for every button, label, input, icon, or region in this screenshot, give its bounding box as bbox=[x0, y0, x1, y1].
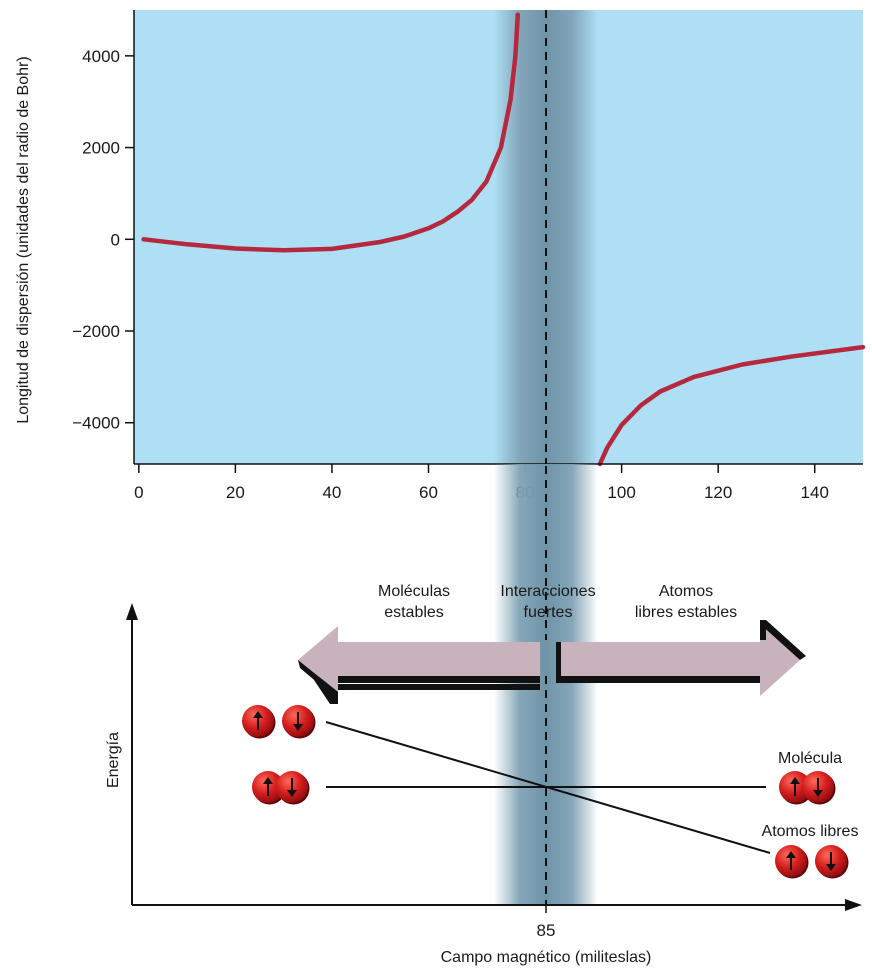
center-label-2: fuertes bbox=[524, 604, 573, 621]
field-axis-label: Campo magnético (militeslas) bbox=[441, 949, 652, 966]
x-tick-label: 0 bbox=[134, 483, 143, 502]
atom-up bbox=[242, 705, 276, 739]
left-arrow-label-2: estables bbox=[384, 604, 444, 621]
scattering-length-curves bbox=[141, 12, 866, 467]
energy-axis-label: Energía bbox=[105, 732, 122, 788]
curve-branch-2 bbox=[597, 344, 866, 467]
field-axis-arrowhead bbox=[845, 899, 862, 911]
molecule-atom-down bbox=[276, 771, 310, 805]
left-arrow-label-1: Moléculas bbox=[378, 583, 450, 600]
x-tick-label: 20 bbox=[226, 483, 245, 502]
right-arrow-label-1: Atomos bbox=[659, 583, 713, 600]
right-arrow bbox=[556, 620, 806, 696]
y-axis-label: Longitud de dispersión (unidades del rad… bbox=[15, 56, 32, 423]
atom-down bbox=[815, 845, 849, 879]
x-tick-label: 40 bbox=[322, 483, 341, 502]
y-ticks: −4000 −2000 0 2000 4000 bbox=[72, 47, 134, 433]
right-arrow-label-2: libres estables bbox=[635, 604, 737, 621]
x-ticks: 020406080100120140 bbox=[134, 464, 829, 502]
atoms bbox=[242, 705, 849, 879]
left-arrow bbox=[298, 626, 540, 704]
x-tick-label: 120 bbox=[704, 483, 732, 502]
curve-branch-1 bbox=[141, 12, 521, 253]
x-tick-label: 100 bbox=[607, 483, 635, 502]
x-tick-label: 60 bbox=[419, 483, 438, 502]
x-tick-label: 140 bbox=[801, 483, 829, 502]
energy-axis-arrowhead bbox=[126, 603, 138, 620]
y-tick-label: 0 bbox=[111, 230, 120, 249]
atom-down bbox=[282, 705, 316, 739]
free-atoms-label: Atomos libres bbox=[762, 823, 859, 840]
center-label-1: Interacciones bbox=[500, 583, 595, 600]
field-marker-label: 85 bbox=[537, 921, 556, 940]
y-tick-label: 4000 bbox=[82, 47, 120, 66]
y-tick-label: −4000 bbox=[72, 414, 120, 433]
y-tick-label: 2000 bbox=[82, 139, 120, 158]
atom-up bbox=[775, 845, 809, 879]
molecule-label: Molécula bbox=[778, 750, 842, 767]
y-tick-label: −2000 bbox=[72, 322, 120, 341]
molecule-atom-down bbox=[802, 771, 836, 805]
